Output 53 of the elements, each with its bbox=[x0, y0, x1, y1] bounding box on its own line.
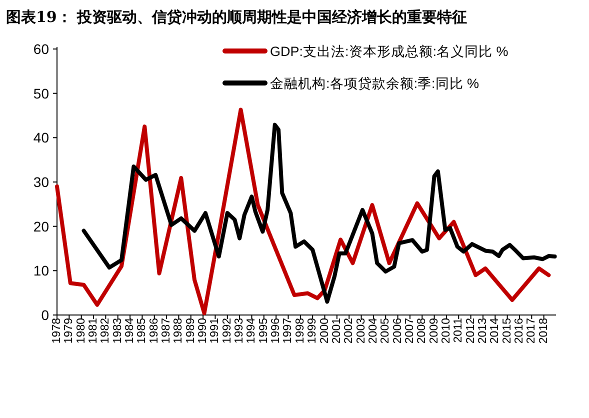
x-tick-label: 1996 bbox=[270, 318, 282, 344]
x-tick-label: 1982 bbox=[100, 318, 112, 344]
x-tick-label: 1988 bbox=[172, 318, 185, 344]
x-tick-label: 1986 bbox=[148, 318, 160, 344]
x-tick-label: 2003 bbox=[355, 318, 368, 344]
x-tick-label: 2014 bbox=[489, 317, 502, 344]
chart-title: 图表19： 投资驱动、信贷冲动的顺周期性是中国经济增长的重要特征 bbox=[6, 8, 468, 26]
x-tick-label: 1978 bbox=[51, 318, 63, 344]
x-tick-label: 2001 bbox=[330, 318, 343, 344]
x-tick-label: 1980 bbox=[75, 318, 88, 344]
x-tick-label: 1992 bbox=[221, 318, 234, 344]
x-tick-label: 1987 bbox=[160, 318, 173, 344]
x-tick-label: 2002 bbox=[343, 318, 356, 344]
line-series bbox=[82, 122, 557, 304]
legend-label: GDP:支出法:资本形成总额:名义同比 % bbox=[270, 44, 508, 59]
legend-label: 金融机构:各项贷款余额:季:同比 % bbox=[270, 76, 480, 91]
y-tick-label: 60 bbox=[33, 41, 50, 57]
x-tick-label: 2000 bbox=[318, 318, 331, 344]
y-tick-label: 40 bbox=[33, 130, 50, 146]
x-tick-label: 1979 bbox=[63, 318, 76, 344]
x-tick-label: 2013 bbox=[476, 318, 489, 344]
x-tick-label: 2015 bbox=[501, 318, 514, 344]
y-tick-label: 50 bbox=[33, 85, 50, 102]
y-tick-label: 20 bbox=[33, 218, 50, 234]
x-tick-label: 1989 bbox=[184, 318, 197, 344]
line-series bbox=[55, 108, 551, 316]
x-tick-label: 1983 bbox=[112, 318, 124, 344]
x-tick-label: 1997 bbox=[282, 318, 294, 344]
x-tick-label: 2011 bbox=[452, 318, 465, 343]
y-tick-label: 10 bbox=[33, 262, 50, 279]
x-tick-label: 1993 bbox=[234, 318, 246, 344]
x-tick-label: 1981 bbox=[88, 318, 100, 344]
x-tick-label: 1990 bbox=[197, 318, 210, 344]
x-tick-label: 2012 bbox=[464, 318, 477, 344]
x-tick-label: 1999 bbox=[306, 318, 319, 344]
x-tick-label: 2009 bbox=[428, 318, 440, 344]
x-tick-label: 1998 bbox=[294, 318, 306, 344]
x-tick-label: 2010 bbox=[440, 318, 452, 344]
x-tick-label: 1994 bbox=[246, 317, 258, 344]
x-tick-label: 2008 bbox=[416, 318, 428, 344]
x-tick-label: 1991 bbox=[209, 318, 222, 344]
x-tick-label: 2016 bbox=[513, 318, 526, 344]
x-tick-label: 1985 bbox=[136, 318, 148, 344]
x-tick-label: 2018 bbox=[538, 318, 550, 344]
x-tick-label: 2006 bbox=[392, 318, 404, 344]
x-tick-label: 2004 bbox=[367, 317, 380, 344]
x-tick-label: 1995 bbox=[258, 318, 270, 344]
x-tick-label: 2007 bbox=[404, 318, 416, 344]
y-tick-label: 30 bbox=[33, 174, 50, 190]
x-tick-label: 2005 bbox=[380, 318, 392, 344]
y-tick-label: 0 bbox=[41, 307, 50, 323]
x-tick-label: 1984 bbox=[124, 317, 136, 344]
x-tick-label: 2017 bbox=[526, 318, 538, 344]
